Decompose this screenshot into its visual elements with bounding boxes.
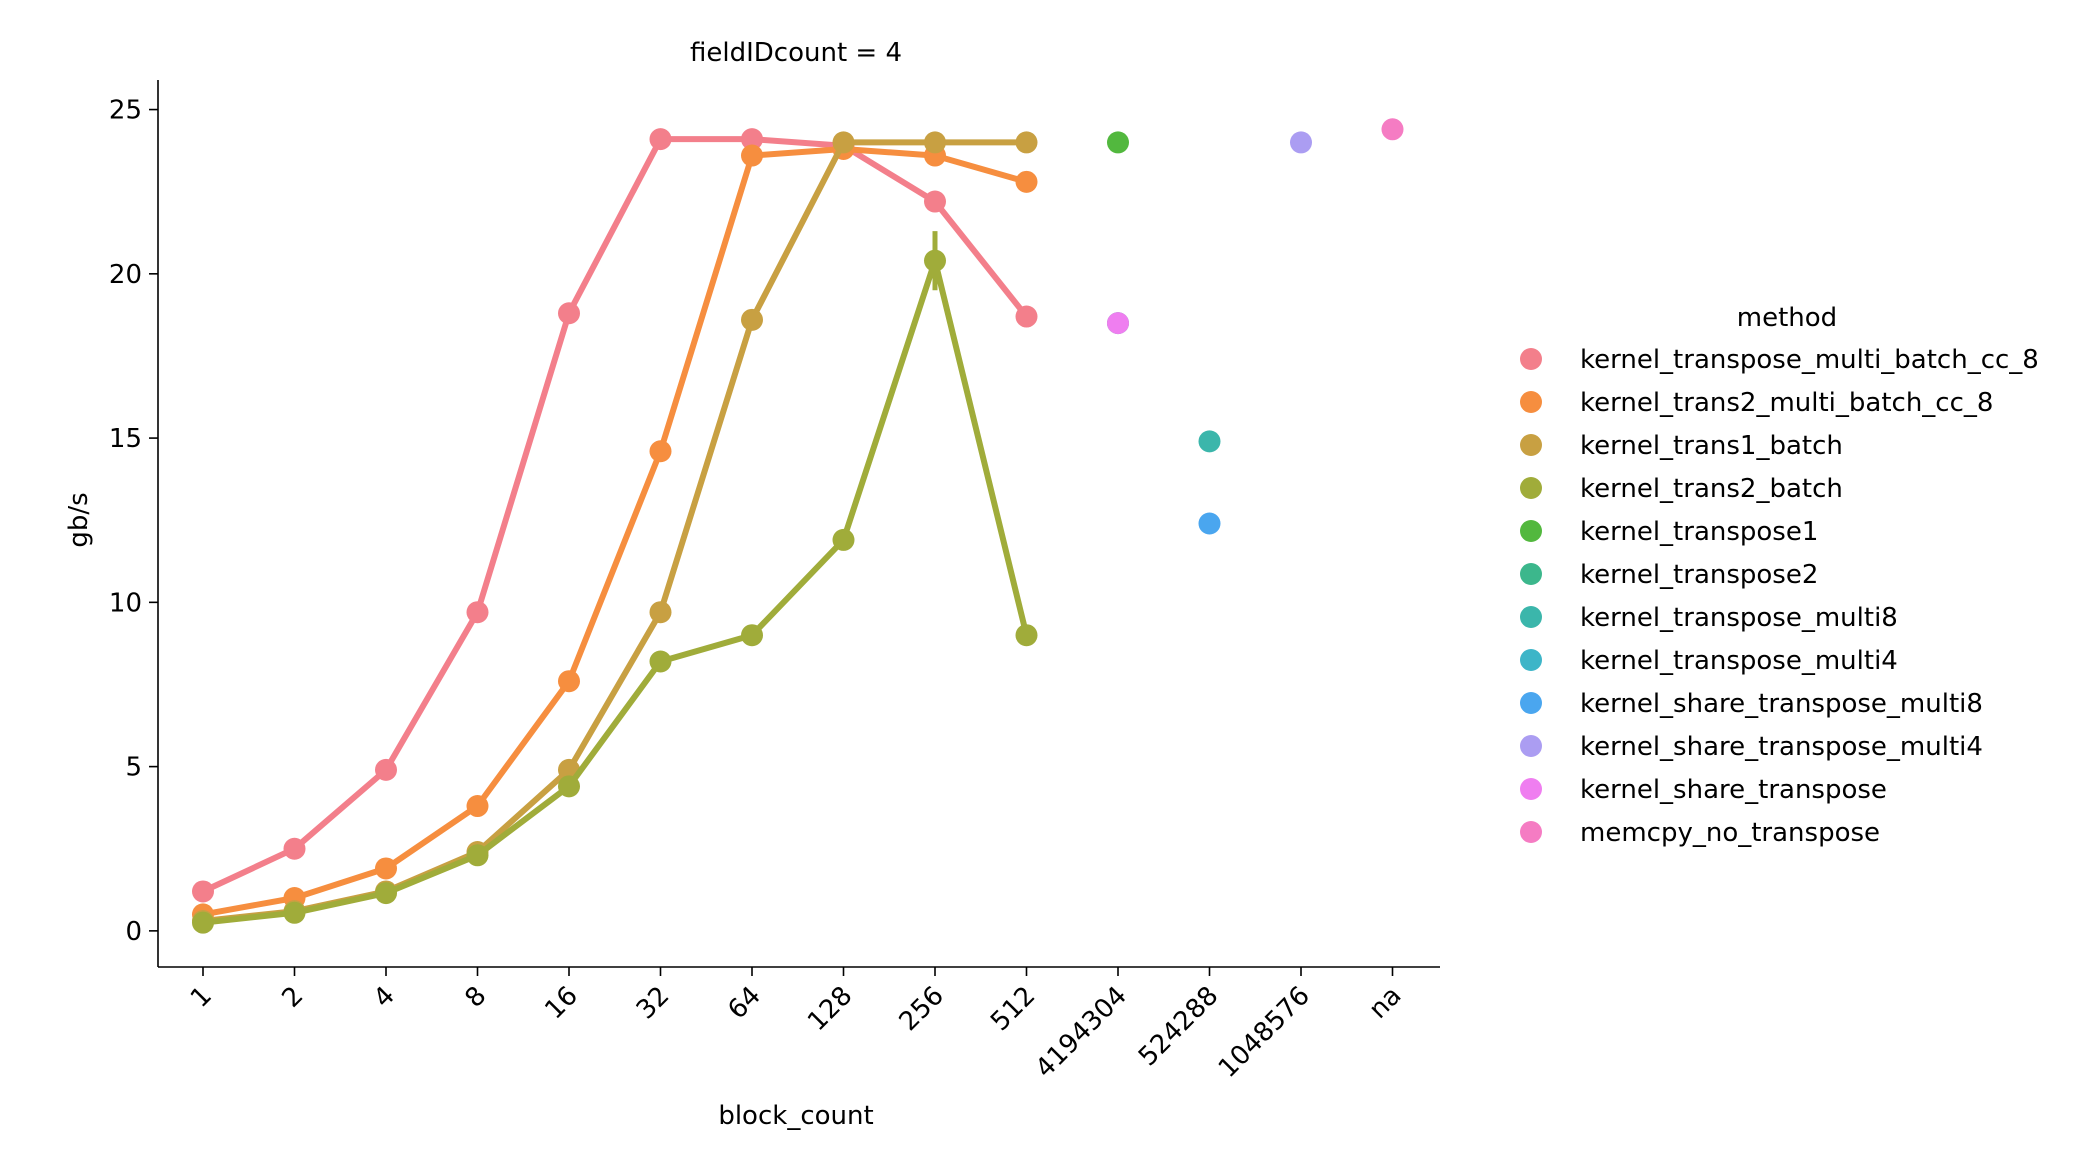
data-point-kernel_trans2_batch	[375, 882, 397, 905]
series-line-kernel_trans2_multi_batch_cc_8	[200, 146, 1030, 918]
y-tick-label: 5	[125, 753, 142, 783]
legend-label: kernel_share_transpose_multi8	[1580, 689, 1983, 719]
y-tick-label: 20	[109, 260, 142, 290]
data-point-kernel_trans2_multi_batch_cc_8	[466, 795, 489, 818]
data-point-kernel_trans2_batch	[649, 650, 672, 673]
legend-marker	[1520, 348, 1542, 370]
x-tick-label: 8	[460, 981, 493, 1014]
data-point-kernel_trans2_batch	[924, 249, 946, 272]
data-point-kernel_trans2_batch	[741, 624, 763, 647]
legend-marker	[1520, 778, 1542, 800]
data-point-kernel_trans1_batch	[832, 131, 855, 154]
plot-area	[192, 118, 1404, 934]
legend-marker	[1520, 434, 1542, 456]
data-point-kernel_transpose_multi_batch_cc_8	[283, 837, 306, 860]
x-tick-label: 16	[539, 981, 584, 1026]
data-point-kernel_trans1_batch	[1015, 131, 1038, 154]
data-point-kernel_trans2_multi_batch_cc_8	[1015, 170, 1038, 193]
legend: method kernel_transpose_multi_batch_cc_8k…	[1520, 303, 2039, 848]
data-point-kernel_share_transpose	[1107, 312, 1129, 335]
legend-label: kernel_transpose2	[1580, 560, 1818, 590]
data-point-kernel_share_transpose_multi8	[1198, 512, 1221, 535]
legend-title: method	[1737, 303, 1837, 333]
legend-label: kernel_transpose_multi4	[1580, 646, 1898, 676]
data-point-kernel_trans1_batch	[924, 131, 946, 154]
data-point-kernel_trans2_multi_batch_cc_8	[741, 144, 763, 167]
x-tick-label: 512	[985, 981, 1041, 1037]
data-point-kernel_trans2_batch	[832, 528, 855, 551]
x-tick-label: 524288	[1133, 981, 1224, 1072]
legend-marker	[1520, 821, 1542, 843]
legend-label: memcpy_no_transpose	[1580, 818, 1880, 848]
x-tick-label: 32	[631, 981, 676, 1026]
x-tick-label: 4	[368, 981, 401, 1014]
x-tick-label: 256	[894, 981, 950, 1037]
legend-label: kernel_trans1_batch	[1580, 431, 1843, 461]
x-tick-label: 128	[802, 981, 858, 1037]
data-point-kernel_trans1_batch	[649, 601, 672, 624]
x-tick-label: 4194304	[1030, 981, 1133, 1084]
data-point-kernel_trans2_batch	[558, 775, 580, 798]
x-tick-label: 64	[722, 981, 767, 1026]
data-point-kernel_trans2_batch	[466, 844, 489, 867]
data-point-kernel_trans2_batch	[1015, 624, 1038, 647]
data-point-kernel_transpose_multi_batch_cc_8	[924, 190, 946, 213]
legend-marker	[1520, 692, 1542, 714]
x-tick-label: na	[1363, 981, 1407, 1025]
chart-title: fieldIDcount = 4	[690, 38, 902, 68]
legend-marker	[1520, 563, 1542, 585]
data-point-kernel_trans2_batch	[192, 911, 214, 934]
series-line-kernel_transpose_multi_batch_cc_8	[200, 136, 1030, 895]
data-point-kernel_trans2_multi_batch_cc_8	[649, 440, 672, 463]
data-point-kernel_transpose_multi_batch_cc_8	[375, 758, 397, 781]
series-line-kernel_trans2_batch	[200, 257, 1030, 926]
x-tick-label: 1	[185, 981, 218, 1014]
x-tick-label: 1048576	[1213, 981, 1316, 1084]
legend-label: kernel_transpose_multi8	[1580, 603, 1898, 633]
legend-label: kernel_trans2_multi_batch_cc_8	[1580, 388, 1993, 418]
data-point-memcpy_no_transpose	[1381, 118, 1404, 141]
legend-label: kernel_transpose_multi_batch_cc_8	[1580, 345, 2039, 375]
data-point-kernel_transpose_multi_batch_cc_8	[466, 601, 489, 624]
data-point-kernel_transpose1	[1107, 131, 1129, 154]
legend-marker	[1520, 649, 1542, 671]
data-point-kernel_trans2_batch	[283, 901, 306, 924]
x-tick-label: 2	[277, 981, 310, 1014]
series-line-kernel_trans1_batch	[200, 139, 1030, 924]
x-axis-label: block_count	[718, 1101, 873, 1131]
data-point-kernel_transpose_multi_batch_cc_8	[192, 880, 214, 903]
legend-marker	[1520, 477, 1542, 499]
legend-marker	[1520, 520, 1542, 542]
y-tick-label: 25	[109, 96, 142, 126]
legend-label: kernel_trans2_batch	[1580, 474, 1843, 504]
data-point-kernel_transpose_multi8	[1198, 430, 1221, 453]
legend-marker	[1520, 735, 1542, 757]
data-point-kernel_share_transpose_multi4	[1290, 131, 1312, 154]
data-point-kernel_transpose_multi_batch_cc_8	[558, 302, 580, 325]
y-axis-label: gb/s	[64, 492, 94, 547]
data-point-kernel_transpose_multi_batch_cc_8	[1015, 305, 1038, 328]
data-point-kernel_transpose_multi_batch_cc_8	[741, 128, 763, 151]
data-point-kernel_trans1_batch	[741, 308, 763, 331]
legend-label: kernel_transpose1	[1580, 517, 1818, 547]
legend-label: kernel_share_transpose	[1580, 775, 1887, 805]
data-point-kernel_trans2_multi_batch_cc_8	[558, 670, 580, 693]
y-tick-label: 10	[109, 588, 142, 618]
y-tick-label: 0	[125, 917, 142, 947]
legend-marker	[1520, 606, 1542, 628]
legend-marker	[1520, 391, 1542, 413]
data-point-kernel_trans2_multi_batch_cc_8	[375, 857, 397, 880]
y-tick-label: 15	[109, 424, 142, 454]
legend-label: kernel_share_transpose_multi4	[1580, 732, 1983, 762]
data-point-kernel_transpose_multi_batch_cc_8	[649, 128, 672, 151]
